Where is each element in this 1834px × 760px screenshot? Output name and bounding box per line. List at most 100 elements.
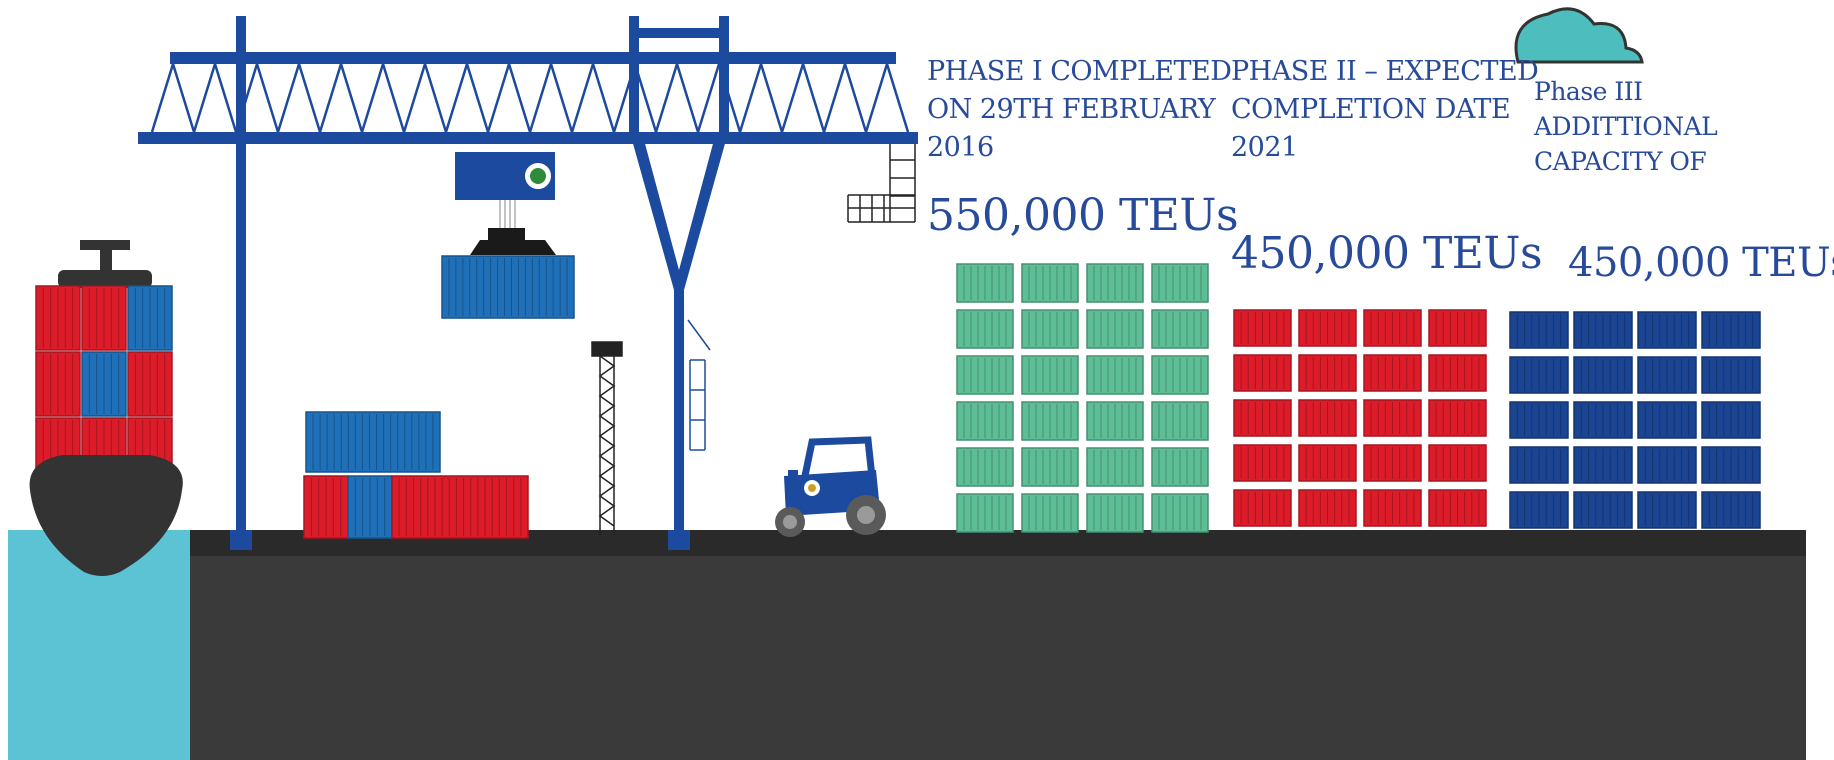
phase-3-container [1701,401,1761,439]
phase-2-container [1428,399,1487,437]
phase-3-description: Phase III ADDITTIONAL CAPACITY OF [1534,74,1718,179]
hoisted-container-box [441,255,575,319]
phase-2-container [1298,309,1357,347]
phase-1-container [1151,355,1209,395]
phase-2-container [1233,489,1292,527]
phase-3-container [1701,446,1761,484]
phase-1-container [956,447,1014,487]
phase-2-capacity: 450,000 TEUs [1231,228,1543,279]
phase-2-container [1428,489,1487,527]
phase-3-container [1509,401,1569,439]
phase-1-container [1086,401,1144,441]
phase-1-container [1151,447,1209,487]
container-ship-icon [29,240,183,576]
phase-3-container [1573,401,1633,439]
phase-1-container [1151,263,1209,303]
quay [190,556,1806,760]
phase-1-container [1151,309,1209,349]
phase-2-container [1298,354,1357,392]
phase-1-container [1086,355,1144,395]
phase-2-container [1363,489,1422,527]
phase-3-container [1701,311,1761,349]
phase-1-container [1086,493,1144,533]
quay-container-top [305,411,441,473]
ship-container [81,351,127,417]
phase-3-container [1637,401,1697,439]
ship-container [127,351,173,417]
phase-1-line-1: PHASE I COMPLETED [927,56,1232,87]
phase-3-container [1573,356,1633,394]
gantry-crane-icon [138,16,918,550]
phase-1-container [956,309,1014,349]
phase-1-description: PHASE I COMPLETED ON 29TH FEBRUARY 2016 [927,53,1232,167]
ship-container [35,351,81,417]
quay-container-large-red [391,475,529,539]
phase-2-container [1233,354,1292,392]
phase-2-container [1428,309,1487,347]
phase-1-container [1021,401,1079,441]
phase-1-capacity: 550,000 TEUs [927,190,1239,241]
quay-container-small-red [303,475,349,539]
phase-3-container [1509,311,1569,349]
phase-1-container [1086,309,1144,349]
phase-3-line-3: CAPACITY OF [1534,147,1707,176]
phase-1-container [956,401,1014,441]
phase-1-container-block [956,263,1209,533]
phase-3-container [1509,491,1569,529]
phase-2-line-2: COMPLETION DATE [1231,94,1511,125]
phase-3-line-1: Phase III [1534,77,1643,106]
phase-1-container [1021,447,1079,487]
phase-2-container [1298,489,1357,527]
ship-container [81,285,127,351]
phase-2-container [1363,399,1422,437]
phase-1-container [1021,355,1079,395]
phase-2-container [1298,399,1357,437]
phase-1-container [1151,493,1209,533]
phase-1-line-3: 2016 [927,132,994,163]
phase-2-container [1428,444,1487,482]
cloud-icon [1514,7,1644,64]
phase-3-container [1637,491,1697,529]
phase-2-container [1428,354,1487,392]
phase-1-container [956,263,1014,303]
phase-3-container [1701,491,1761,529]
phase-3-container [1573,446,1633,484]
phase-2-container [1233,309,1292,347]
phase-3-container [1701,356,1761,394]
tractor-icon [775,436,886,537]
phase-3-container [1637,311,1697,349]
phase-1-container [1086,447,1144,487]
ship-container [127,285,173,351]
phase-2-line-3: 2021 [1231,132,1298,163]
phase-2-container [1363,354,1422,392]
phase-3-container [1509,446,1569,484]
quay-containers [303,411,529,539]
phase-3-container [1573,491,1633,529]
phase-1-container [1151,401,1209,441]
phase-3-container [1637,446,1697,484]
phase-3-capacity: 450,000 TEUs [1568,240,1834,286]
phase-3-container-block [1509,311,1761,529]
ship-container [35,285,81,351]
phase-3-container [1509,356,1569,394]
phase-3-container [1637,356,1697,394]
phase-1-container [1021,493,1079,533]
phase-3-line-2: ADDITTIONAL [1534,112,1718,141]
phase-2-container [1233,444,1292,482]
phase-1-container [956,493,1014,533]
phase-2-container [1298,444,1357,482]
phase-1-container [1086,263,1144,303]
phase-1-container [1021,309,1079,349]
quay-container-small-blue [347,475,393,539]
phase-2-description: PHASE II – EXPECTED COMPLETION DATE 2021 [1231,53,1539,167]
phase-1-container [956,355,1014,395]
phase-2-container-block [1233,309,1487,527]
phase-2-container [1363,309,1422,347]
phase-3-container [1573,311,1633,349]
phase-2-container [1363,444,1422,482]
phase-2-container [1233,399,1292,437]
light-tower-icon [591,341,623,535]
phase-1-line-2: ON 29TH FEBRUARY [927,94,1216,125]
phase-1-container [1021,263,1079,303]
